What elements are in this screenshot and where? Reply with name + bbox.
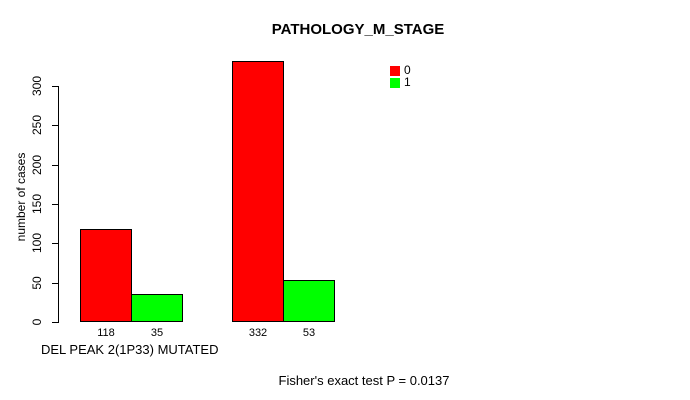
legend-item-0: 0 [390,63,411,77]
bar-value-label-332: 332 [248,327,268,339]
y-tick-50 [52,283,59,284]
y-axis-label: number of cases [14,152,28,242]
fisher-test-annotation: Fisher's exact test P = 0.0137 [278,373,450,388]
y-tick-label-200: 200 [30,154,44,176]
y-tick-150 [52,204,59,205]
y-tick-label-150: 150 [30,193,44,215]
y-tick-100 [52,243,59,244]
bar-group1-series0 [80,229,132,322]
y-tick-label-300: 300 [30,75,44,97]
y-tick-200 [52,165,59,166]
bar-group2-series1 [283,280,335,322]
bar-group1-series1 [131,294,183,322]
y-tick-label-100: 100 [30,232,44,254]
y-tick-label-250: 250 [30,114,44,136]
legend-swatch-red [390,65,400,76]
bar-value-label-53: 53 [302,327,316,339]
y-tick-label-50: 50 [30,276,44,290]
y-tick-250 [52,125,59,126]
legend-item-1: 1 [390,75,411,89]
bar-value-label-35: 35 [150,327,164,339]
bar-value-label-118: 118 [97,327,115,339]
bar-group2-series0 [232,61,284,322]
y-tick-0 [52,322,59,323]
x-axis-label: DEL PEAK 2(1P33) MUTATED [41,342,219,357]
legend-label-0: 0 [404,63,411,77]
legend-swatch-green [390,77,400,88]
legend: 0 1 [390,63,411,89]
chart-title: PATHOLOGY_M_STAGE [271,21,445,38]
y-tick-label-0: 0 [30,318,44,326]
y-tick-300 [52,86,59,87]
legend-label-1: 1 [404,75,411,89]
